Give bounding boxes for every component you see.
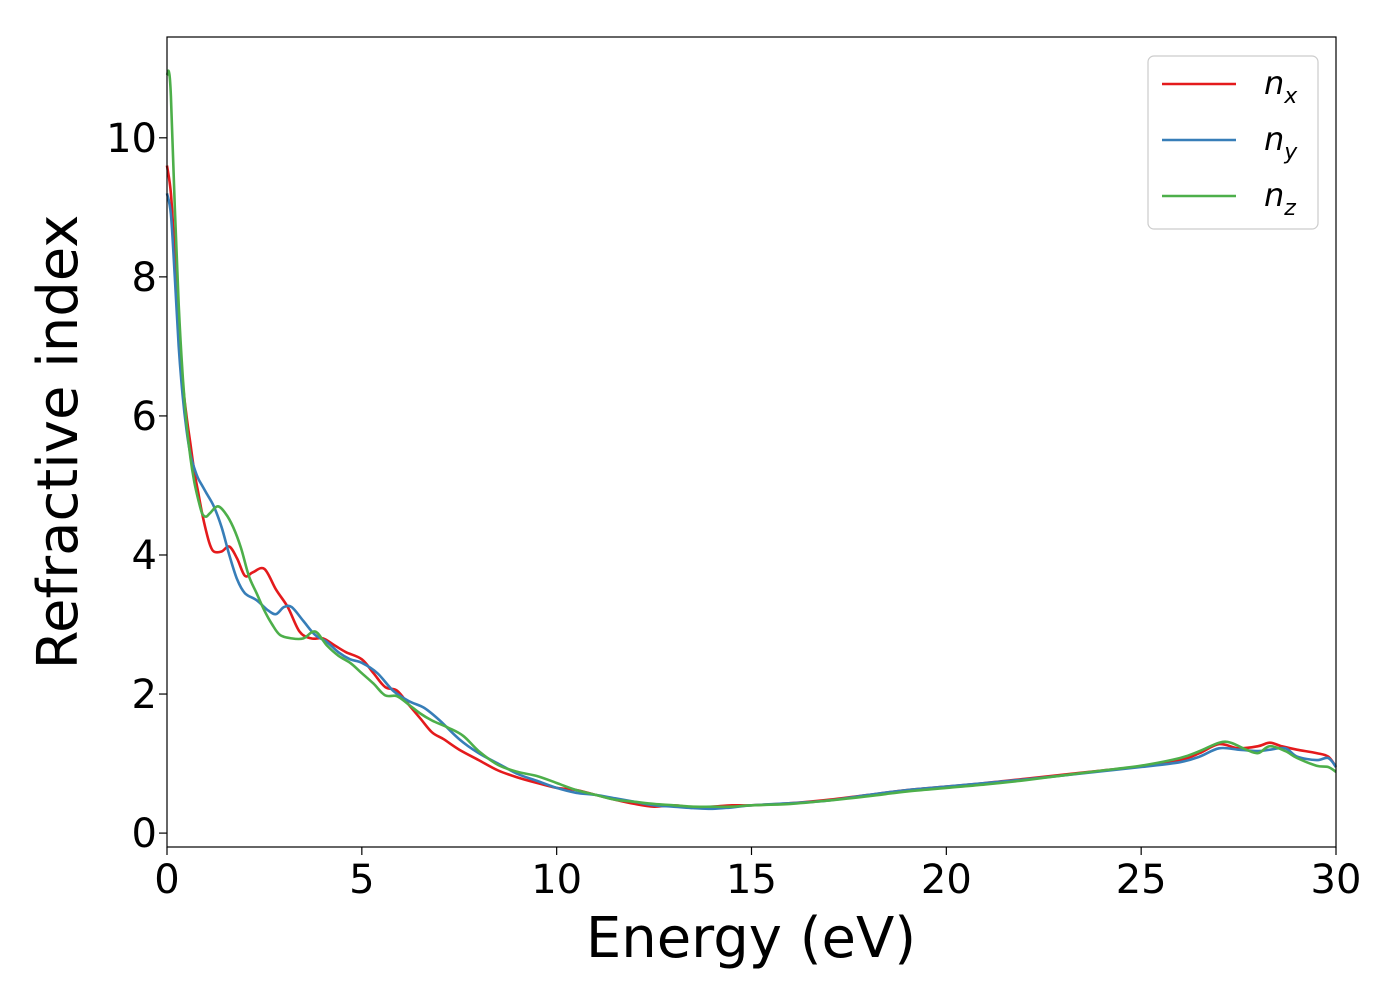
legend-label-nz: nz xyxy=(1264,176,1296,221)
legend-label-subscript: y xyxy=(1283,140,1298,165)
legend-label-subscript: z xyxy=(1283,196,1296,221)
x-tick-label: 25 xyxy=(1116,857,1167,903)
x-tick-label: 15 xyxy=(726,857,777,903)
legend-label-subscript: x xyxy=(1283,84,1298,109)
y-axis: 0 2 4 6 8 10 xyxy=(106,116,167,857)
x-tick-label: 5 xyxy=(349,857,374,903)
x-axis: 0 5 10 15 20 25 30 xyxy=(154,847,1361,903)
legend-label-base: n xyxy=(1264,176,1284,214)
legend-box xyxy=(1147,55,1319,230)
series-layer xyxy=(165,69,1338,811)
series-line-nz xyxy=(165,69,1337,809)
x-axis-title: Energy (eV) xyxy=(586,906,916,971)
legend-label-ny: ny xyxy=(1264,120,1298,165)
y-tick-label: 2 xyxy=(132,672,157,718)
legend-label-nx: nx xyxy=(1264,64,1298,109)
x-tick-label: 20 xyxy=(921,857,972,903)
legend-label-base: n xyxy=(1264,64,1284,102)
y-axis-title: Refractive index xyxy=(26,215,91,670)
y-tick-label: 10 xyxy=(106,116,157,162)
y-tick-label: 4 xyxy=(132,533,157,579)
y-tick-label: 6 xyxy=(132,394,157,440)
legend-label-base: n xyxy=(1264,120,1284,158)
x-tick-label: 30 xyxy=(1311,857,1362,903)
x-tick-label: 0 xyxy=(154,857,179,903)
x-tick-label: 10 xyxy=(531,857,582,903)
y-tick-label: 8 xyxy=(132,255,157,301)
y-tick-label: 0 xyxy=(132,811,157,857)
